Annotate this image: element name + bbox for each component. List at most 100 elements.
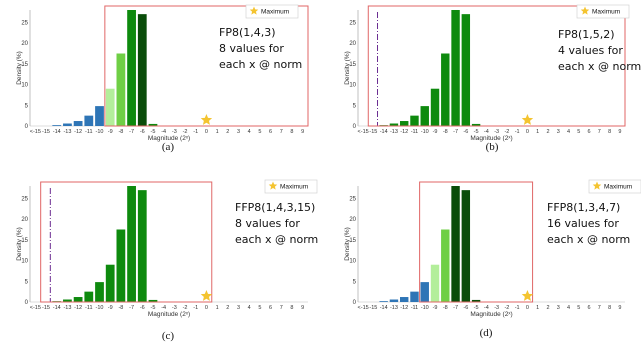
x-tick-label: -2 bbox=[183, 305, 188, 311]
annotation-line: 8 values for bbox=[235, 217, 300, 230]
x-tick-label: -1 bbox=[193, 129, 198, 135]
x-tick-label: <-15 bbox=[30, 305, 41, 311]
y-tick-label: 5 bbox=[25, 279, 29, 285]
x-tick-label: 0 bbox=[526, 305, 529, 311]
y-tick-label: 5 bbox=[353, 279, 357, 285]
x-tick-label: -10 bbox=[421, 129, 429, 135]
bar--6 bbox=[461, 190, 471, 302]
x-tick-label: -3 bbox=[172, 305, 177, 311]
y-tick-label: 20 bbox=[349, 217, 356, 223]
range-box bbox=[104, 5, 309, 127]
x-tick-label: -2 bbox=[504, 129, 509, 135]
y-tick-label: 0 bbox=[25, 300, 29, 306]
panel-caption: (a) bbox=[162, 141, 175, 153]
y-tick-label: 20 bbox=[21, 41, 28, 47]
x-tick-label: -15 bbox=[42, 305, 50, 311]
x-tick-label: 1 bbox=[216, 305, 219, 311]
annotation-line: FFP8(1,3,4,7) bbox=[547, 201, 620, 214]
x-tick-label: -12 bbox=[400, 305, 408, 311]
legend: Maximum bbox=[588, 179, 641, 194]
x-tick-label: -15 bbox=[42, 129, 50, 135]
x-tick-label: -1 bbox=[193, 305, 198, 311]
bar--11 bbox=[84, 115, 94, 126]
y-tick-label: 25 bbox=[21, 20, 28, 26]
x-tick-label: -4 bbox=[161, 129, 166, 135]
x-tick-label: -11 bbox=[411, 129, 419, 135]
y-tick-label: 25 bbox=[21, 196, 28, 202]
bar--6 bbox=[461, 14, 471, 127]
y-tick-label: 15 bbox=[349, 62, 356, 68]
bar--10 bbox=[95, 282, 104, 302]
y-tick-label: 15 bbox=[349, 238, 356, 244]
bar--9 bbox=[430, 264, 440, 302]
annotation-line: each x @ norm bbox=[547, 233, 630, 246]
y-tick-label: 20 bbox=[21, 217, 28, 223]
y-tick-label: 0 bbox=[25, 124, 29, 130]
legend-box bbox=[264, 179, 318, 194]
bar--11 bbox=[410, 115, 419, 126]
legend-label: Maximum bbox=[604, 184, 632, 191]
maximum-star-icon bbox=[200, 114, 213, 125]
bar--5 bbox=[148, 123, 158, 126]
x-tick-label: -9 bbox=[433, 129, 438, 135]
bar--12 bbox=[73, 121, 83, 126]
legend: Maximum bbox=[576, 4, 630, 19]
x-tick-label: -12 bbox=[400, 129, 408, 135]
maximum-star-icon bbox=[521, 290, 534, 301]
x-tick-label: 3 bbox=[237, 129, 240, 135]
bar--5 bbox=[471, 123, 481, 126]
x-tick-label: 5 bbox=[577, 129, 580, 135]
annotation-line: FP8(1,5,2) bbox=[558, 28, 615, 41]
x-tick-label: 4 bbox=[248, 129, 251, 135]
x-tick-label: -10 bbox=[421, 305, 429, 311]
x-tick-label: -13 bbox=[390, 305, 398, 311]
x-tick-label: -13 bbox=[63, 129, 71, 135]
x-tick-label: -11 bbox=[411, 305, 419, 311]
bar--14 bbox=[52, 125, 62, 126]
bar--9 bbox=[430, 88, 440, 126]
bar--7 bbox=[451, 186, 460, 302]
bar--12 bbox=[400, 121, 409, 126]
range-box bbox=[367, 5, 626, 127]
bar--8 bbox=[116, 229, 126, 302]
x-tick-label: 6 bbox=[269, 129, 272, 135]
x-tick-label: -14 bbox=[53, 305, 61, 311]
y-axis-label: Density (%) bbox=[344, 51, 351, 85]
x-tick-label: -4 bbox=[484, 305, 489, 311]
bar--5 bbox=[148, 299, 158, 302]
y-tick-label: 0 bbox=[353, 300, 357, 306]
y-tick-label: 10 bbox=[349, 259, 356, 265]
x-tick-label: -13 bbox=[63, 305, 71, 311]
bar--13 bbox=[389, 299, 399, 302]
x-tick-label: -8 bbox=[118, 305, 123, 311]
panel-caption: (c) bbox=[162, 330, 175, 342]
bar--13 bbox=[389, 123, 399, 126]
x-tick-label: 3 bbox=[557, 305, 560, 311]
bar--11 bbox=[84, 291, 94, 302]
annotation-line: FP8(1,4,3) bbox=[219, 26, 276, 39]
y-axis-label: Density (%) bbox=[16, 51, 23, 85]
x-tick-label: 6 bbox=[269, 305, 272, 311]
x-tick-label: 9 bbox=[618, 129, 621, 135]
legend-star-icon bbox=[268, 181, 278, 190]
x-tick-label: 5 bbox=[258, 129, 261, 135]
x-tick-label: 4 bbox=[248, 305, 251, 311]
y-tick-label: 5 bbox=[353, 103, 357, 109]
x-tick-label: 3 bbox=[237, 305, 240, 311]
x-tick-label: -10 bbox=[96, 305, 104, 311]
legend-box bbox=[576, 4, 630, 19]
x-tick-label: -14 bbox=[380, 129, 388, 135]
legend-box bbox=[588, 179, 641, 194]
x-tick-label: 0 bbox=[205, 305, 208, 311]
x-tick-label: 9 bbox=[301, 305, 304, 311]
x-tick-label: -2 bbox=[504, 305, 509, 311]
x-tick-label: 2 bbox=[226, 129, 229, 135]
legend-label: Maximum bbox=[261, 9, 289, 16]
x-tick-label: 8 bbox=[608, 305, 611, 311]
legend-star-icon bbox=[592, 181, 602, 190]
x-tick-label: <-15 bbox=[358, 305, 369, 311]
x-tick-label: -9 bbox=[108, 305, 113, 311]
